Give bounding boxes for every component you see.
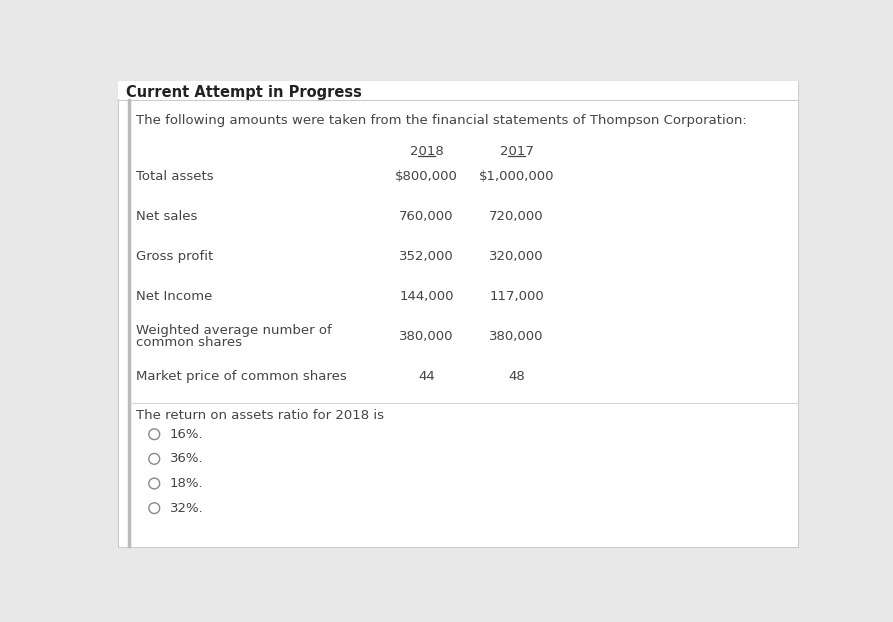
Text: Market price of common shares: Market price of common shares: [137, 370, 347, 383]
Circle shape: [149, 503, 160, 514]
Text: 760,000: 760,000: [399, 210, 454, 223]
Text: Weighted average number of: Weighted average number of: [137, 324, 332, 337]
Text: 380,000: 380,000: [489, 330, 544, 343]
Text: 117,000: 117,000: [489, 290, 544, 304]
FancyBboxPatch shape: [118, 81, 797, 100]
Text: 2018: 2018: [410, 146, 444, 159]
Text: Gross profit: Gross profit: [137, 250, 213, 263]
Circle shape: [149, 478, 160, 489]
Text: Current Attempt in Progress: Current Attempt in Progress: [126, 85, 362, 100]
Text: 2017: 2017: [499, 146, 533, 159]
Text: 32%.: 32%.: [170, 502, 204, 514]
Text: 48: 48: [508, 370, 525, 383]
Text: 18%.: 18%.: [170, 477, 204, 490]
Text: 144,000: 144,000: [399, 290, 454, 304]
Text: 36%.: 36%.: [170, 452, 204, 465]
FancyBboxPatch shape: [118, 81, 797, 547]
Text: 16%.: 16%.: [170, 428, 204, 441]
Text: The following amounts were taken from the financial statements of Thompson Corpo: The following amounts were taken from th…: [137, 114, 747, 127]
Circle shape: [149, 453, 160, 464]
Text: The return on assets ratio for 2018 is: The return on assets ratio for 2018 is: [137, 409, 384, 422]
Text: Net Income: Net Income: [137, 290, 213, 304]
Circle shape: [149, 429, 160, 440]
Text: Total assets: Total assets: [137, 170, 214, 183]
Text: 380,000: 380,000: [399, 330, 454, 343]
Text: 720,000: 720,000: [489, 210, 544, 223]
Text: $800,000: $800,000: [395, 170, 458, 183]
Text: common shares: common shares: [137, 337, 242, 350]
Text: 352,000: 352,000: [399, 250, 454, 263]
FancyBboxPatch shape: [129, 103, 796, 546]
Text: 44: 44: [418, 370, 435, 383]
Text: Net sales: Net sales: [137, 210, 198, 223]
Text: $1,000,000: $1,000,000: [479, 170, 555, 183]
Text: 320,000: 320,000: [489, 250, 544, 263]
